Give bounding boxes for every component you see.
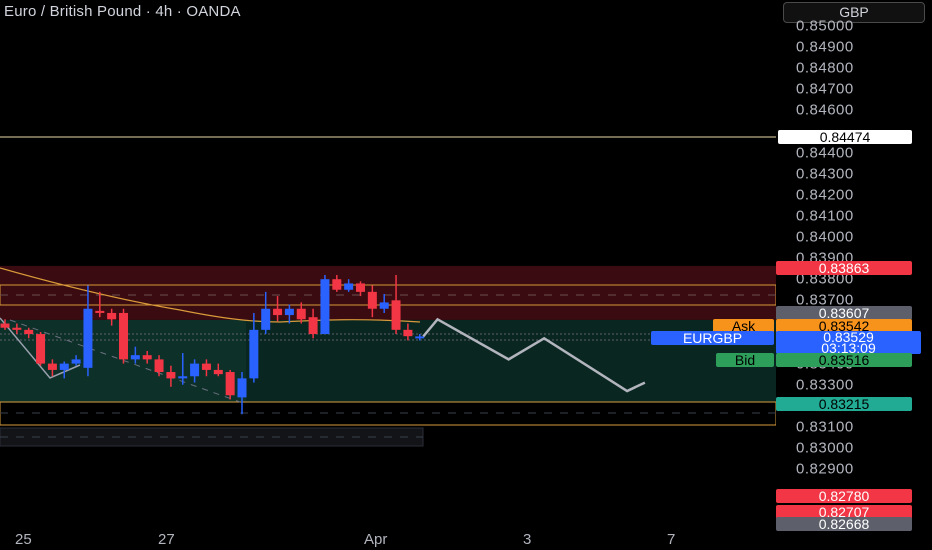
price-tick: 0.83700 bbox=[796, 291, 854, 309]
symbol-tag: EURGBP bbox=[651, 331, 774, 345]
time-tick-apr: Apr bbox=[364, 531, 388, 548]
candle-body bbox=[332, 279, 342, 290]
time-tick-3: 3 bbox=[523, 531, 532, 548]
ask-tag: Ask bbox=[713, 319, 774, 333]
candle-body bbox=[95, 310, 105, 313]
candle-body bbox=[284, 308, 294, 316]
ask-price-label: 0.83542 bbox=[776, 319, 912, 333]
price-tick: 0.83000 bbox=[796, 439, 854, 457]
candle-body bbox=[154, 359, 164, 373]
candle-body bbox=[190, 363, 200, 377]
time-tick-25: 25 bbox=[15, 531, 32, 548]
candle-body bbox=[403, 329, 413, 337]
chart-title: Euro / British Pound · 4h · OANDA bbox=[4, 3, 241, 20]
chart-area[interactable]: Euro / British Pound · 4h · OANDA bbox=[0, 0, 776, 550]
candle-body bbox=[107, 312, 117, 320]
candle-body bbox=[273, 308, 283, 316]
low-gray-label: 0.82668 bbox=[776, 517, 912, 531]
price-tick: 0.85000 bbox=[796, 17, 854, 35]
orange-ma-line bbox=[0, 267, 421, 323]
zone-top-label: 0.83863 bbox=[776, 261, 912, 275]
last-price-box: 0.83529 03:13:09 bbox=[776, 329, 921, 356]
candle-body bbox=[130, 355, 140, 360]
candle-body bbox=[24, 329, 34, 335]
candle-body bbox=[344, 283, 354, 290]
candle-body bbox=[71, 359, 81, 364]
price-chart[interactable] bbox=[0, 0, 776, 550]
candle-body bbox=[356, 283, 365, 292]
countdown-label: 03:13:09 bbox=[821, 340, 876, 356]
bid-tag: Bid bbox=[716, 353, 774, 367]
candle-body bbox=[59, 363, 69, 370]
price-tick: 0.84200 bbox=[796, 186, 854, 204]
candle-body bbox=[320, 279, 330, 335]
small-zigzag bbox=[0, 317, 81, 379]
price-tick: 0.84300 bbox=[796, 165, 854, 183]
candle-body bbox=[308, 317, 318, 335]
candle-body bbox=[142, 355, 152, 360]
price-tick: 0.83100 bbox=[796, 418, 854, 436]
candle-body bbox=[0, 323, 10, 328]
candle-body bbox=[296, 308, 306, 320]
candle-body bbox=[415, 336, 425, 339]
candle-body bbox=[249, 329, 259, 379]
candle-body bbox=[36, 334, 46, 364]
price-tick: 0.82900 bbox=[796, 460, 854, 478]
time-tick-7: 7 bbox=[667, 531, 676, 548]
price-scale[interactable] bbox=[776, 0, 932, 550]
price-tick: 0.84400 bbox=[796, 144, 854, 162]
low-red-label-1: 0.82780 bbox=[776, 489, 912, 503]
horizontal-line-label: 0.84474 bbox=[778, 130, 912, 144]
resistance-zone bbox=[0, 265, 776, 320]
candle-body bbox=[47, 363, 57, 370]
candle-body bbox=[12, 327, 22, 330]
price-tick: 0.84000 bbox=[796, 228, 854, 246]
price-tick: 0.84900 bbox=[796, 38, 854, 56]
price-tick: 0.84100 bbox=[796, 207, 854, 225]
price-tick: 0.83300 bbox=[796, 376, 854, 394]
candle-body bbox=[367, 291, 377, 309]
time-tick-27: 27 bbox=[158, 531, 175, 548]
green-level-label: 0.83215 bbox=[776, 397, 912, 411]
price-tick: 0.84700 bbox=[796, 80, 854, 98]
candle-body bbox=[178, 376, 188, 379]
price-tick: 0.84800 bbox=[796, 59, 854, 77]
candle-body bbox=[119, 312, 128, 360]
candle-body bbox=[261, 308, 271, 330]
bid-price-label: 0.83516 bbox=[776, 353, 912, 367]
candle-body bbox=[83, 308, 93, 368]
trend-dashed-line bbox=[9, 319, 241, 403]
candle-body bbox=[379, 302, 389, 309]
last-price-label: 0.83529 bbox=[823, 329, 874, 345]
support-box bbox=[0, 401, 776, 426]
candle-body bbox=[213, 369, 223, 375]
zone-mid-label: 0.83607 bbox=[776, 306, 912, 320]
price-tick: 0.84600 bbox=[796, 101, 854, 119]
projection-path bbox=[422, 317, 646, 393]
currency-button[interactable]: GBP bbox=[783, 2, 925, 23]
candle-body bbox=[225, 372, 235, 396]
candle-body bbox=[391, 300, 401, 330]
candle-body bbox=[166, 372, 176, 379]
low-red-label-2: 0.82707 bbox=[776, 505, 912, 519]
candle-body bbox=[201, 363, 211, 370]
candle-body bbox=[237, 378, 247, 398]
